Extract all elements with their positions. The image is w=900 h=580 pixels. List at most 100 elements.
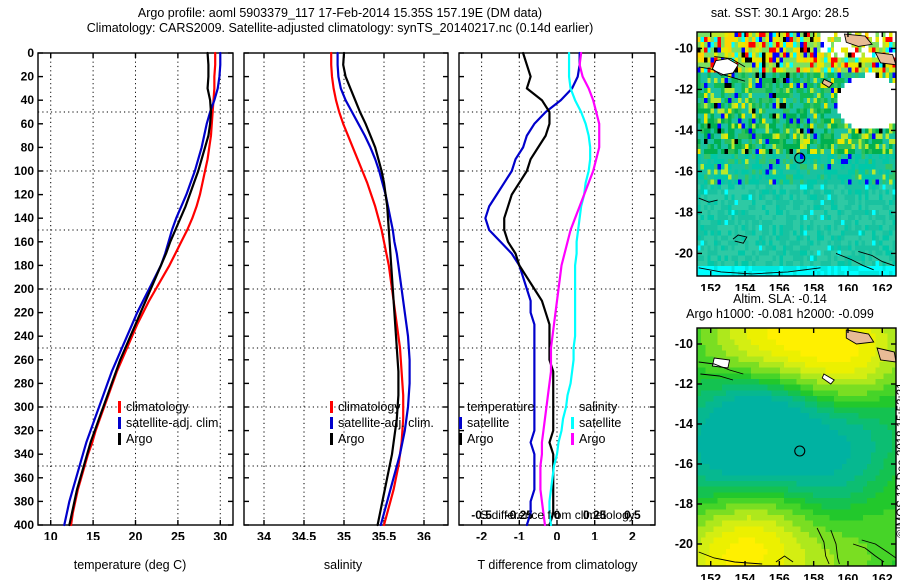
map-pixel	[825, 475, 831, 482]
map-pixel	[705, 367, 711, 374]
map-pixel	[758, 174, 763, 181]
map-pixel	[800, 407, 806, 414]
map-pixel	[885, 174, 890, 181]
map-pixel	[750, 520, 756, 527]
map-pixel	[734, 373, 740, 380]
map-pixel	[793, 98, 798, 104]
map-pixel	[796, 526, 802, 533]
map-pixel	[710, 220, 715, 226]
map-pixel	[759, 328, 764, 335]
map-pixel	[705, 503, 711, 510]
map-pixel	[727, 128, 732, 135]
map-pixel	[866, 350, 872, 357]
map-pixel	[709, 333, 715, 340]
map-pixel	[721, 225, 726, 231]
map-pixel	[799, 184, 804, 191]
map-pixel	[841, 240, 846, 247]
map-pixel	[810, 199, 815, 206]
map-pixel	[745, 194, 750, 201]
map-pixel	[748, 143, 753, 150]
map-pixel	[713, 447, 719, 454]
map-pixel	[837, 498, 843, 505]
map-pixel	[810, 57, 815, 64]
map-pixel	[875, 245, 880, 252]
map-pixel	[755, 169, 760, 175]
map-pixel	[727, 225, 732, 231]
map-pixel	[745, 138, 750, 145]
map-pixel	[813, 537, 818, 544]
map-pixel	[734, 174, 739, 181]
map-pixel	[721, 42, 726, 48]
map-pixel	[758, 42, 763, 48]
map-pixel	[697, 356, 702, 363]
map-pixel	[782, 32, 787, 38]
map-pixel	[817, 225, 822, 231]
map-pixel	[846, 503, 851, 510]
map-pixel	[827, 194, 832, 201]
map-pixel	[800, 526, 806, 533]
map-pixel	[726, 469, 731, 476]
map-pixel	[726, 520, 731, 527]
map-pixel	[842, 475, 847, 482]
map-pixel	[808, 407, 814, 414]
map-pixel	[830, 194, 835, 201]
map-pixel	[724, 230, 729, 236]
map-pixel	[871, 159, 877, 165]
map-pixel	[823, 240, 828, 247]
map-pixel	[851, 77, 856, 84]
map-pixel	[792, 537, 798, 544]
map-pixel	[731, 93, 736, 99]
map-pixel	[734, 82, 739, 89]
map-pixel	[707, 194, 712, 201]
map-pixel	[866, 537, 872, 544]
y-tick-label: 280	[14, 376, 34, 390]
map-pixel	[775, 333, 781, 340]
map-pixel	[789, 32, 794, 38]
map-pixel	[846, 356, 851, 363]
map-pixel	[738, 215, 743, 221]
map-pixel	[697, 148, 702, 155]
map-pixel	[862, 413, 868, 420]
map-pixel	[784, 384, 789, 391]
map-pixel	[817, 350, 822, 357]
map-pixel	[803, 82, 808, 89]
map-pixel	[701, 492, 706, 499]
map-pixel	[769, 67, 774, 74]
map-pixel	[786, 118, 791, 125]
map-pixel	[731, 108, 736, 114]
map-pixel	[858, 184, 863, 191]
map-pixel	[789, 179, 794, 186]
map-pixel	[883, 515, 889, 522]
map-pixel	[808, 532, 814, 539]
map-pixel	[885, 87, 890, 94]
map-pixel	[759, 458, 764, 465]
map-pixel	[865, 174, 870, 181]
map-pixel	[717, 204, 722, 211]
map-pixel	[759, 509, 764, 516]
map-pixel	[891, 515, 896, 522]
map-pixel	[751, 159, 756, 165]
map-pixel	[889, 87, 894, 94]
map-pixel	[775, 537, 781, 544]
map-pixel	[738, 265, 743, 272]
map-pixel	[827, 209, 832, 216]
map-pixel	[750, 345, 756, 352]
map-pixel	[850, 396, 856, 403]
map-pixel	[806, 220, 811, 226]
map-pixel	[755, 492, 760, 499]
map-pixel	[769, 235, 774, 242]
map-pixel	[730, 350, 735, 357]
map-pixel	[751, 42, 756, 48]
map-pixel	[765, 87, 770, 94]
map-pixel	[854, 447, 860, 454]
map-pixel	[772, 235, 777, 242]
map-pixel	[721, 37, 726, 43]
map-pixel	[804, 379, 810, 386]
map-pixel	[885, 138, 890, 145]
map-pixel	[825, 452, 831, 459]
map-pixel	[713, 367, 719, 374]
map-pixel	[775, 413, 781, 420]
map-pixel	[808, 503, 814, 510]
map-pixel	[771, 424, 777, 431]
map-pixel	[821, 526, 827, 533]
